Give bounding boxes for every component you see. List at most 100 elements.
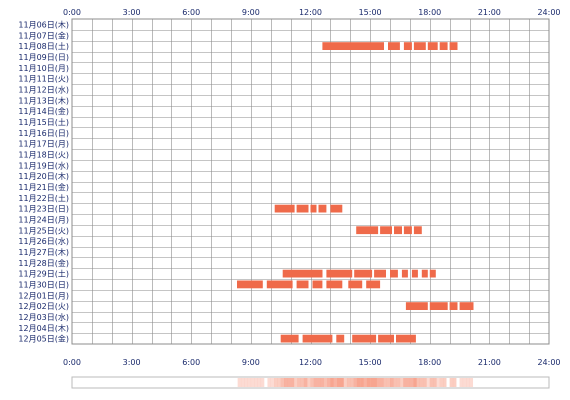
row-label: 11月07日(金) [18,30,69,40]
row-label: 11月09日(日) [18,53,69,62]
activity-bar [280,334,299,343]
row-label: 11月29日(土) [18,269,69,279]
activity-bar [322,42,384,50]
activity-bar [374,269,386,278]
bottom-axis-ticks: 0:00 3:00 6:00 9:00 12:00 15:00 18:00 21:00 24:0… [63,358,561,367]
summary-slice [310,378,315,387]
activity-bar [296,204,309,213]
activity-bar [403,226,412,235]
activity-bar [352,334,377,343]
activity-bar [378,334,394,343]
summary-slice [409,378,414,387]
summary-slice [274,378,278,387]
row-label: 11月14日(金) [18,106,69,116]
summary-strip [71,376,550,389]
row-label: 12月03日(水) [18,312,69,322]
summary-slice [373,378,377,387]
activity-bar [401,269,408,278]
activity-bar [356,226,379,235]
summary-slice [323,378,328,387]
activity-bar [427,42,438,50]
activity-bar [449,42,458,50]
summary-slice [376,378,381,387]
top-tick-label: 24:00 [537,8,560,17]
summary-slice [360,378,364,387]
summary-slice [340,378,344,387]
summary-slice [250,378,255,387]
activity-bar [296,280,309,289]
top-tick-label: 9:00 [242,8,260,17]
summary-slice [419,378,424,387]
activity-bar [429,302,448,310]
summary-slice [466,378,470,387]
summary-slice [317,378,321,387]
summary-slice [459,378,464,387]
row-label: 12月02日(火) [18,302,69,311]
row-label: 11月15日(土) [18,117,69,127]
activity-bar [354,269,373,278]
summary-slice [277,378,281,387]
activity-bars [237,42,474,343]
bottom-tick-label: 0:00 [63,358,81,367]
row-label: 11月19日(水) [18,160,69,170]
summary-slice [257,378,262,387]
summary-slice [393,378,397,387]
top-tick-label: 6:00 [182,8,200,17]
summary-slice [293,378,298,387]
activity-bar [282,269,323,278]
summary-slice [240,378,245,387]
row-label: 11月22日(土) [18,193,69,203]
activity-bar [413,226,422,235]
activity-bar [388,42,400,50]
top-tick-label: 21:00 [478,8,501,17]
summary-slice [423,378,427,387]
summary-slice [290,378,295,387]
summary-slice [436,378,440,387]
summary-slice [287,378,291,387]
row-label: 11月17日(月) [18,140,69,149]
summary-slice [469,378,474,387]
activity-bar [459,302,474,310]
activity-bar [411,269,418,278]
summary-slice [403,378,407,387]
top-axis-ticks: 0:00 3:00 6:00 9:00 12:00 15:00 18:00 21:00 24:0… [63,8,561,17]
summary-slice [244,378,248,387]
summary-slice [267,378,271,387]
top-tick-label: 3:00 [123,8,141,17]
summary-slice [353,378,358,387]
activity-bar [336,334,345,343]
summary-slice [260,378,265,387]
bottom-tick-label: 3:00 [123,358,141,367]
summary-slice [462,378,467,387]
summary-slice [337,378,341,387]
row-label: 11月12日(水) [18,84,69,94]
bottom-tick-label: 15:00 [359,358,382,367]
row-label: 12月05日(金) [18,334,69,344]
activity-bar [237,280,263,289]
summary-slice [433,378,437,387]
summary-slice [270,378,275,387]
row-label: 12月01日(月) [18,291,69,300]
row-label: 11月27日(木) [18,247,69,257]
activity-bar [326,269,353,278]
row-label: 12月04日(木) [18,323,69,333]
summary-slice [452,378,457,387]
row-labels: 11月06日(木)11月07日(金)11月08日(土) 11月09日(日) 11月1… [18,19,69,343]
bottom-tick-label: 9:00 [242,358,260,367]
plot-area [71,18,550,345]
activity-bar [310,204,317,213]
summary-slice [327,378,331,387]
bottom-tick-label: 21:00 [478,358,501,367]
summary-slice [363,378,368,387]
summary-slice [390,378,394,387]
activity-bar [312,280,323,289]
summary-slice [416,378,421,387]
summary-slice [380,378,384,387]
summary-slice [280,378,285,387]
activity-bar [413,42,426,50]
row-label: 11月06日(木) [18,19,69,29]
summary-slice [399,378,404,387]
summary-slice [300,378,305,387]
summary-slice [254,378,258,387]
